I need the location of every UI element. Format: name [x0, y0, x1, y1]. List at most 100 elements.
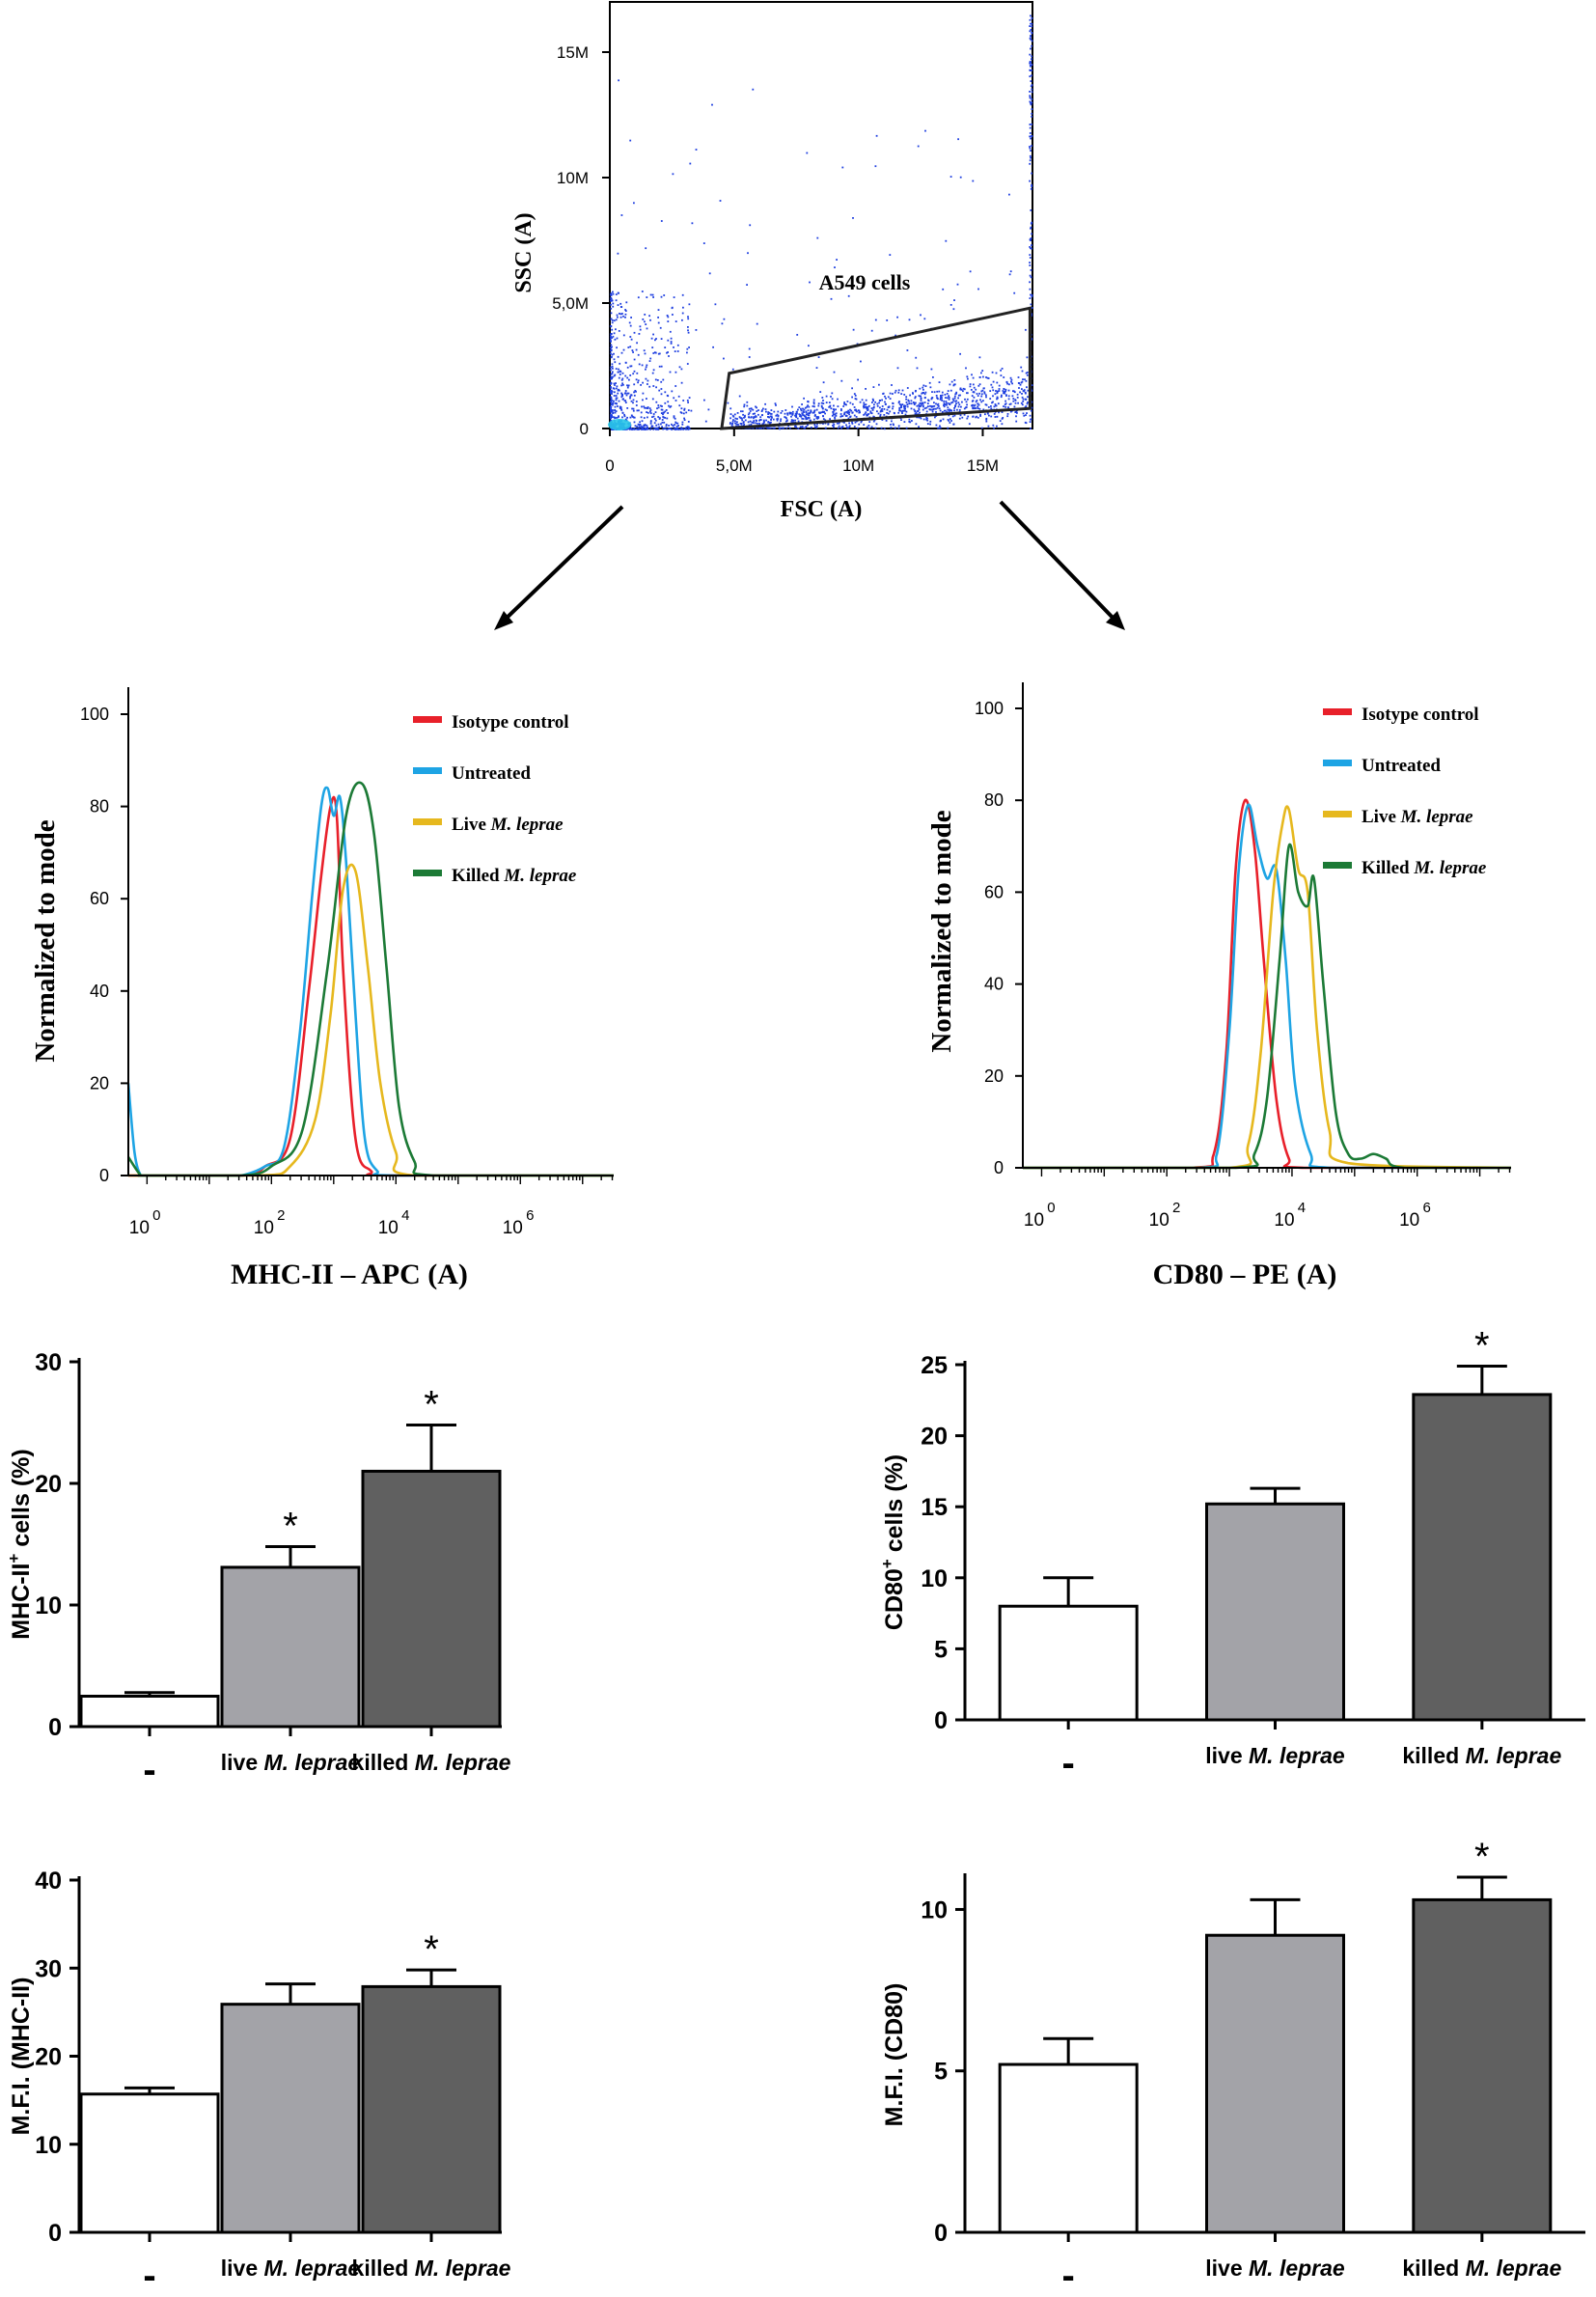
- scatter-point: [1029, 61, 1032, 64]
- scatter-point: [833, 408, 835, 411]
- scatter-point: [1031, 135, 1033, 138]
- scatter-point: [611, 373, 614, 374]
- scatter-point: [646, 411, 647, 413]
- bar-mhc-pct-bar: [361, 1469, 502, 1729]
- scatter-point: [851, 387, 853, 390]
- scatter-point: [1026, 386, 1028, 389]
- bar-mhc-mfi-significance: *: [424, 1928, 439, 1971]
- scatter-point: [1001, 368, 1004, 370]
- scatter-point: [762, 407, 764, 410]
- scatter-point: [641, 364, 644, 367]
- hist-mhc-y-tick-label: 80: [90, 797, 109, 816]
- scatter-point: [808, 414, 811, 417]
- scatter-point: [1031, 115, 1032, 118]
- scatter-point: [760, 410, 763, 412]
- scatter-point: [646, 425, 648, 427]
- scatter-point: [967, 415, 970, 418]
- scatter-point: [910, 402, 913, 405]
- scatter-point: [646, 327, 648, 330]
- scatter-point: [828, 405, 831, 408]
- scatter-point: [1031, 91, 1033, 94]
- scatter-point: [900, 393, 903, 395]
- scatter-point: [784, 416, 786, 418]
- scatter-point: [959, 387, 962, 390]
- scatter-point: [803, 397, 805, 400]
- scatter-point: [881, 419, 884, 421]
- scatter-y-tick-label: 0: [580, 420, 589, 438]
- scatter-point: [943, 402, 946, 404]
- scatter-point: [1006, 413, 1009, 415]
- scatter-point: [1031, 390, 1033, 392]
- scatter-point: [830, 396, 832, 398]
- scatter-point: [916, 404, 919, 407]
- scatter-point: [869, 411, 872, 414]
- scatter-point: [987, 377, 990, 379]
- scatter-point: [936, 403, 939, 406]
- scatter-point: [673, 427, 675, 429]
- scatter-point: [922, 405, 924, 408]
- scatter-point: [610, 381, 612, 384]
- scatter-point: [851, 411, 854, 414]
- scatter-point: [812, 405, 814, 407]
- scatter-point: [674, 417, 676, 420]
- scatter-point: [776, 413, 779, 416]
- left-arrow-shaft: [500, 505, 624, 624]
- bar-cd80-pct-category-label: -: [1062, 1742, 1075, 1785]
- bar-mhc-mfi-y-tick-label: 20: [35, 2044, 62, 2071]
- scatter-point: [872, 420, 875, 423]
- scatter-point: [630, 414, 633, 417]
- scatter-point: [824, 419, 827, 422]
- scatter-point: [638, 424, 641, 427]
- scatter-point: [920, 398, 922, 401]
- scatter-point: [655, 386, 657, 389]
- scatter-point: [768, 416, 771, 419]
- scatter-point: [708, 272, 711, 275]
- scatter-point: [845, 426, 848, 429]
- bar-mhc-pct-significance: *: [424, 1384, 439, 1426]
- scatter-point: [656, 428, 658, 430]
- scatter-point: [615, 399, 618, 401]
- scatter-point: [759, 416, 762, 419]
- scatter-point: [629, 139, 632, 142]
- scatter-point: [869, 410, 872, 413]
- scatter-point: [938, 381, 941, 383]
- scatter-point: [1025, 372, 1028, 374]
- scatter-point: [991, 371, 994, 374]
- scatter-point: [672, 173, 674, 176]
- scatter-point: [1029, 288, 1032, 291]
- scatter-point: [800, 415, 802, 417]
- scatter-point: [966, 375, 969, 378]
- scatter-point: [929, 404, 931, 407]
- scatter-point: [1029, 297, 1032, 299]
- scatter-point: [1030, 209, 1032, 211]
- scatter-point: [749, 427, 752, 429]
- scatter-point: [1029, 264, 1032, 266]
- scatter-point: [628, 321, 631, 324]
- scatter-point: [770, 415, 773, 418]
- scatter-point: [683, 417, 685, 420]
- scatter-point: [1030, 156, 1032, 159]
- scatter-point: [942, 418, 945, 421]
- scatter-point: [633, 370, 636, 373]
- scatter-point: [747, 413, 750, 416]
- scatter-point: [948, 395, 949, 398]
- scatter-dense-cluster: [608, 419, 631, 430]
- scatter-point: [813, 414, 816, 417]
- scatter-point: [1010, 378, 1013, 381]
- scatter-point: [878, 383, 880, 386]
- scatter-point: [645, 366, 647, 369]
- scatter-x-label: FSC (A): [781, 497, 863, 522]
- scatter-point: [633, 202, 635, 205]
- scatter-point: [820, 404, 823, 407]
- scatter-gate: [720, 306, 1032, 430]
- scatter-point: [655, 424, 658, 427]
- scatter-point: [624, 309, 626, 311]
- scatter-point: [660, 295, 663, 298]
- scatter-point: [618, 330, 620, 332]
- scatter-point: [615, 368, 618, 370]
- bar-cd80-pct-y-label-plain: CD80: [881, 1568, 908, 1630]
- scatter-point: [615, 318, 618, 321]
- scatter-point: [808, 417, 811, 419]
- scatter-point: [612, 305, 615, 308]
- scatter-point: [758, 427, 760, 429]
